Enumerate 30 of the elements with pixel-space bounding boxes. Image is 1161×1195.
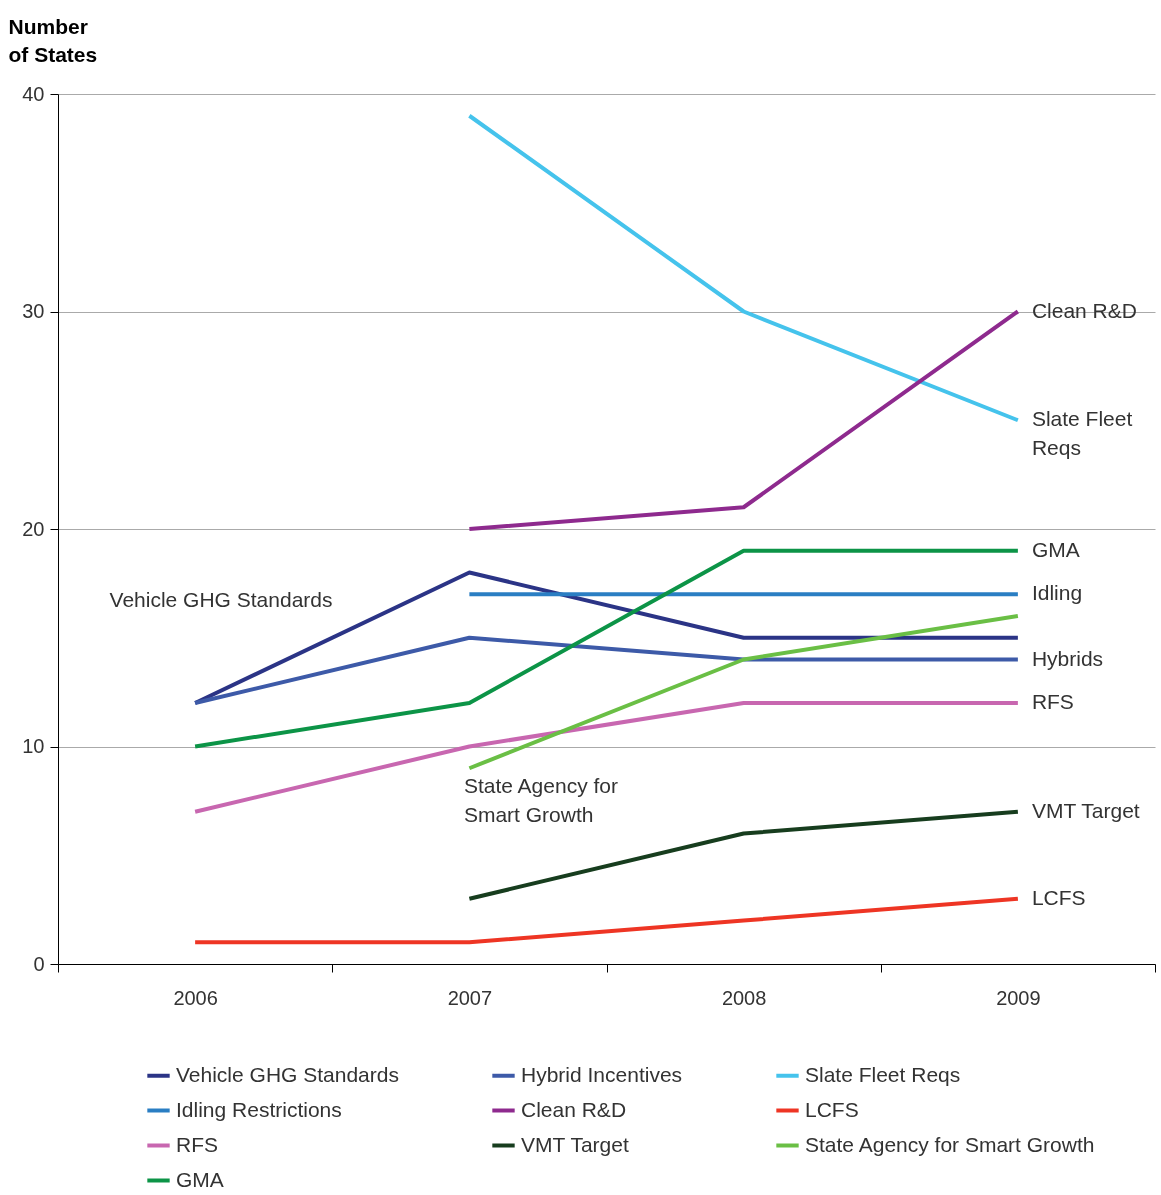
x-tick-label: 2009	[996, 986, 1041, 1009]
legend-label: VMT Target	[521, 1132, 629, 1156]
annotation: Hybrids	[1031, 646, 1104, 670]
legend-label: GMA	[176, 1167, 224, 1191]
annotation: Clean R&D	[1031, 298, 1137, 322]
legend-label: Hybrid Incentives	[521, 1062, 683, 1086]
y-tick-label: 10	[22, 735, 45, 757]
y-tick-label: 20	[22, 517, 45, 540]
annotation: Slate Fleet Reqs	[1031, 407, 1133, 460]
annotation: State Agency for Smart Growth	[463, 774, 618, 827]
y-tick-label: 40	[22, 82, 45, 105]
x-tick-label: 2007	[447, 986, 493, 1009]
annotation: LCFS	[1031, 885, 1086, 909]
annotation: RFS	[1031, 690, 1074, 713]
y-axis-title: Number of States	[8, 14, 98, 66]
y-tick-label: 0	[33, 952, 45, 975]
x-tick-label: 2008	[721, 986, 767, 1009]
legend-label: RFS	[176, 1132, 218, 1156]
annotation: Idling	[1031, 581, 1083, 605]
annotation: Vehicle GHG Standards	[109, 588, 333, 612]
legend-label: LCFS	[805, 1097, 859, 1121]
legend-label: Vehicle GHG Standards	[176, 1062, 399, 1086]
legend-label: Idling Restrictions	[176, 1097, 342, 1121]
y-tick-label: 30	[22, 300, 45, 322]
annotation: GMA	[1031, 537, 1080, 561]
legend-label: Clean R&D	[521, 1097, 627, 1121]
annotation: VMT Target	[1031, 798, 1140, 822]
legend-label: Slate Fleet Reqs	[805, 1062, 961, 1086]
x-tick-label: 2006	[173, 986, 218, 1009]
legend-label: State Agency for Smart Growth	[805, 1132, 1095, 1156]
